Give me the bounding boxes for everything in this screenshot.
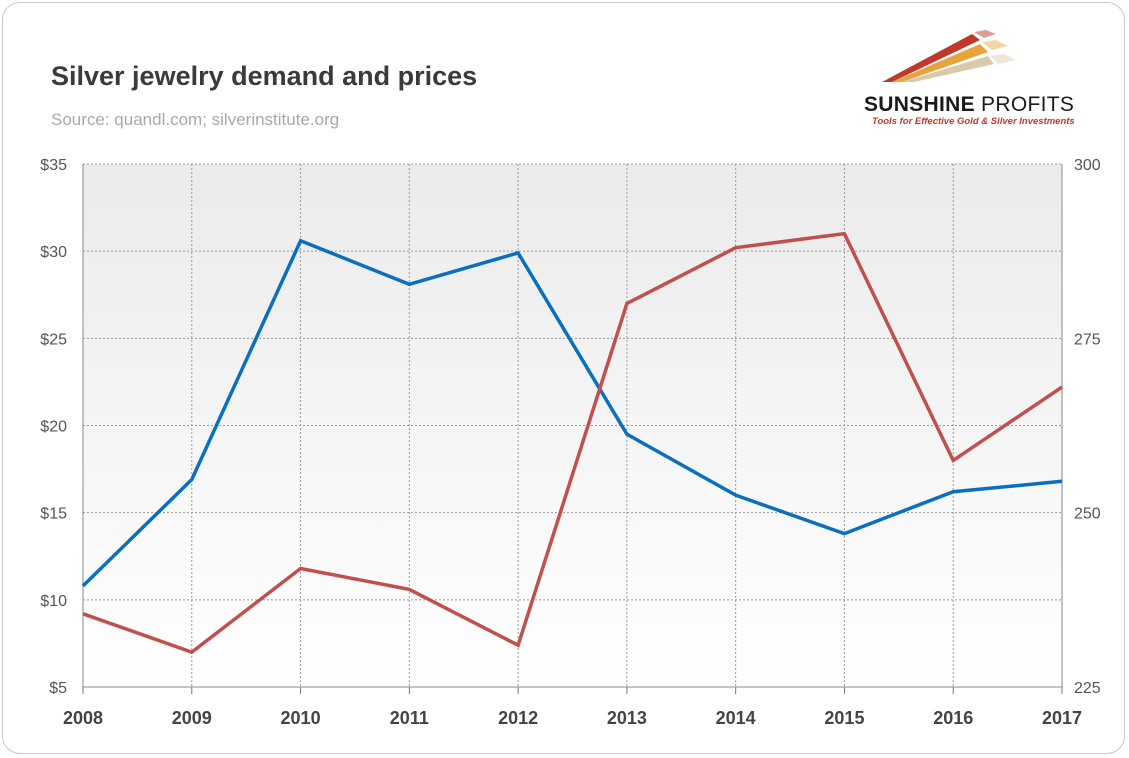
y-left-tick-label: $35 — [40, 157, 67, 174]
x-tick-label: 2015 — [824, 708, 864, 728]
axes: $35 $30 $25 $20 $15 $10 $5 300 275 250 225 2008 2009… — [40, 157, 1101, 728]
y-right-tick-label: 300 — [1074, 157, 1101, 174]
x-tick-label: 2014 — [716, 708, 756, 728]
x-tick-label: 2016 — [933, 708, 973, 728]
series-line-1 — [81, 238, 1063, 588]
x-tick-label: 2017 — [1042, 708, 1082, 728]
y-left-tick-label: $10 — [40, 593, 67, 610]
logo-brand-light: PROFITS — [974, 93, 1075, 116]
series-lines — [81, 231, 1063, 655]
y-left-tick-label: $5 — [49, 680, 67, 697]
logo-brand-bold: SUNSHINE — [864, 93, 975, 116]
chart-source: Source: quandl.com; silverinstitute.org — [51, 110, 340, 129]
x-tick-label: 2011 — [390, 708, 429, 728]
x-tick-label: 2012 — [498, 708, 538, 728]
y-left-tick-label: $30 — [40, 244, 67, 261]
y-right-tick-label: 275 — [1074, 331, 1101, 348]
y-left-tick-label: $25 — [40, 331, 67, 348]
y-right-tick-label: 225 — [1074, 680, 1101, 697]
logo-brand-name: SUNSHINE PROFITS — [864, 94, 1074, 115]
sunshine-profits-logo: SUNSHINE PROFITS Tools for Effective Gol… — [862, 30, 1087, 130]
chart-title: Silver jewelry demand and prices — [51, 61, 478, 91]
x-tick-label: 2010 — [281, 708, 321, 728]
x-tick-label: 2013 — [607, 708, 647, 728]
logo-rays-icon — [882, 30, 1016, 82]
gridlines — [83, 163, 1062, 687]
y-left-tick-label: $15 — [40, 506, 67, 523]
series-line-2 — [82, 231, 1063, 655]
x-tick-label: 2009 — [172, 708, 212, 728]
x-tick-label: 2008 — [63, 708, 103, 728]
y-right-tick-label: 250 — [1074, 506, 1101, 523]
y-left-tick-label: $20 — [40, 419, 67, 436]
logo-tagline: Tools for Effective Gold & Silver Invest… — [872, 116, 1075, 127]
